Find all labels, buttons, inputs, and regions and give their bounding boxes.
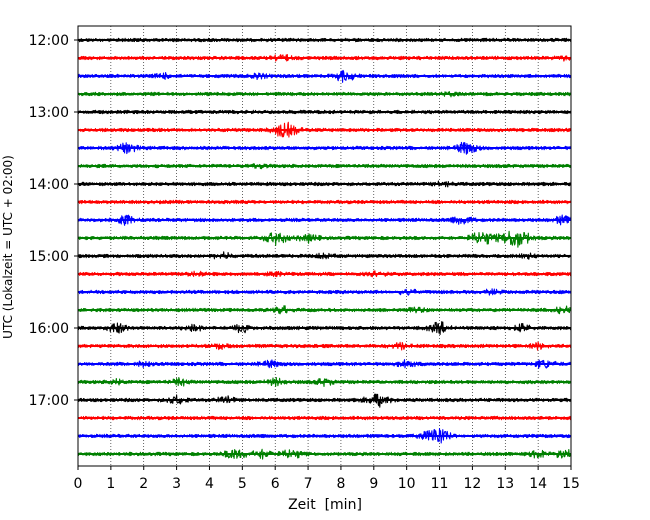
x-tick-label: 12 [463,476,481,492]
x-tick-label: 0 [74,476,83,492]
x-tick-label: 7 [304,476,313,492]
y-tick-label: 14:00 [29,177,69,193]
x-axis-title: Zeit [min] [288,497,362,513]
x-tick-label: 10 [398,476,416,492]
x-tick-label: 9 [369,476,378,492]
x-tick-label: 6 [271,476,280,492]
x-grid-lines [110,26,539,466]
y-tick-label: 13:00 [29,105,69,121]
x-tick-label: 14 [529,476,547,492]
seismic-traces [77,37,572,460]
y-axis-ticks: 12:00 13:00 14:00 15:00 16:00 17:00 [29,33,78,409]
y-axis-title: UTC (Lokalzeit = UTC + 02:00) [1,155,15,339]
seismic-trace [77,376,572,388]
x-tick-label: 4 [205,476,214,492]
x-tick-label: 11 [431,476,449,492]
plot-background [78,26,571,466]
y-tick-label: 15:00 [29,249,69,265]
x-tick-label: 5 [238,476,247,492]
x-tick-label: 15 [562,476,580,492]
y-tick-label: 17:00 [29,393,69,409]
x-tick-label: 13 [496,476,514,492]
x-tick-label: 8 [336,476,345,492]
x-axis-ticks: 0 1 2 3 4 5 6 7 8 9 10 11 12 13 14 15 [74,466,580,492]
plot-frame [77,25,572,467]
y-tick-label: 12:00 [29,33,69,49]
y-tick-label: 16:00 [29,321,69,337]
x-tick-label: 3 [172,476,181,492]
x-tick-label: 1 [106,476,115,492]
x-tick-label: 2 [139,476,148,492]
